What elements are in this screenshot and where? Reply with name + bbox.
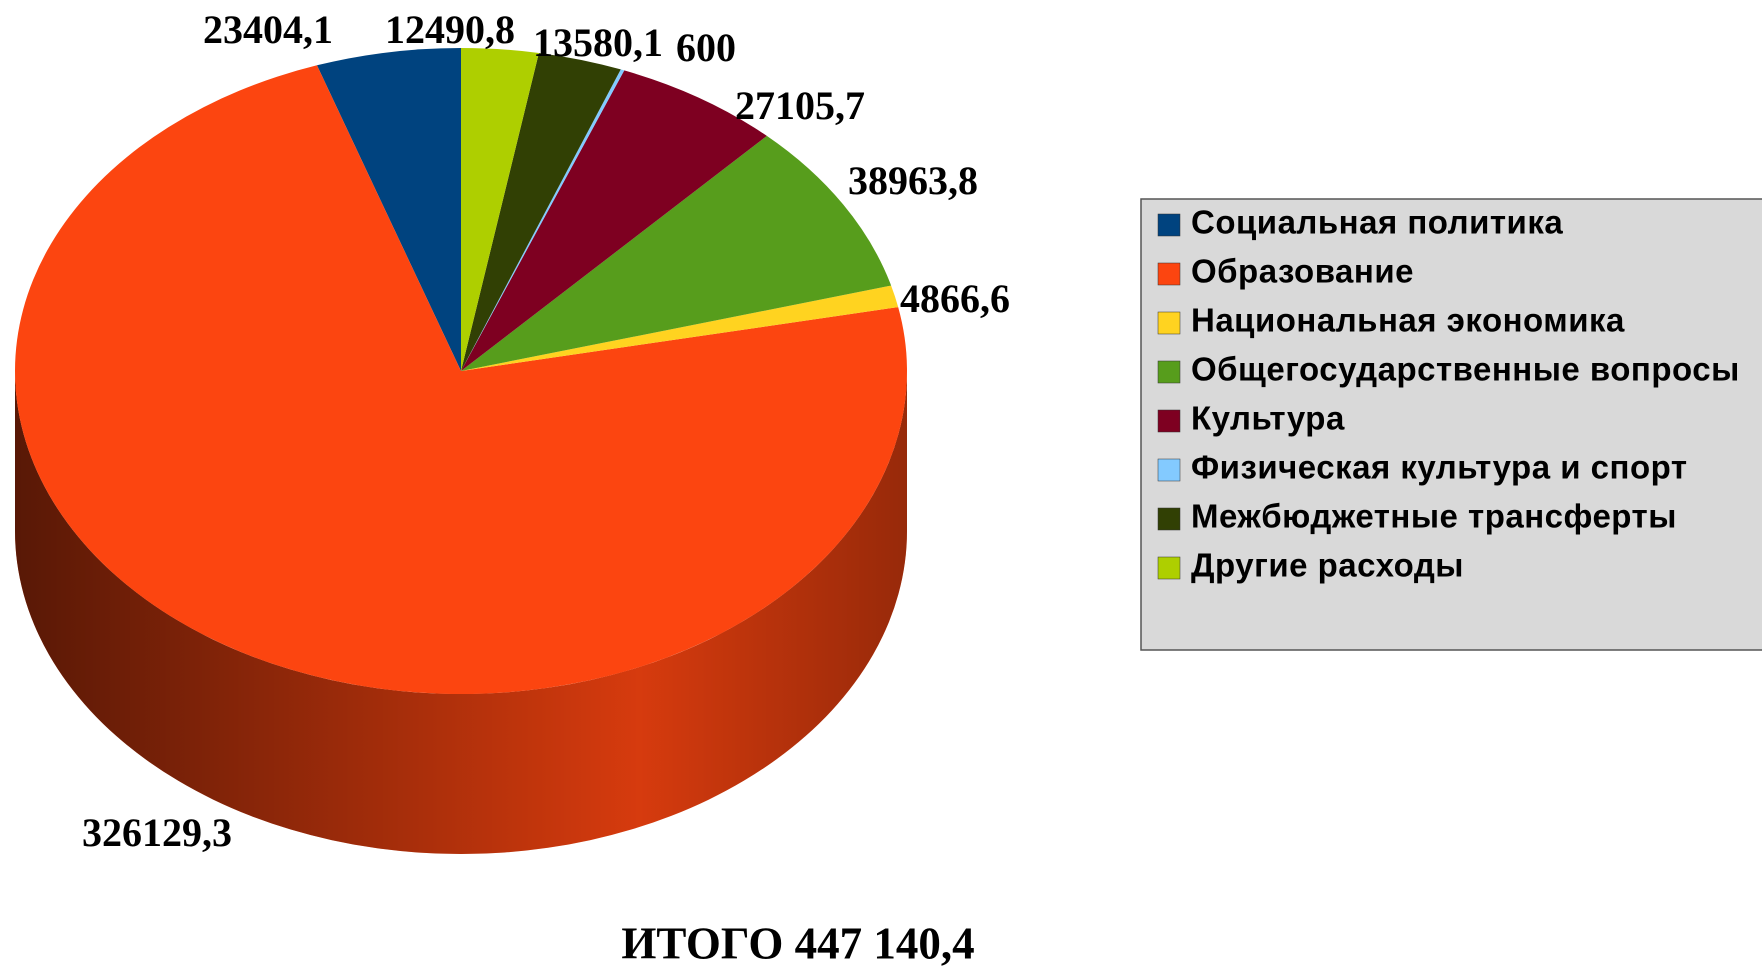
legend: Социальная политика Образование Национальн… <box>1157 204 1740 584</box>
slice <box>461 285 899 371</box>
legend-swatch <box>1157 213 1181 237</box>
legend-swatch <box>1157 360 1181 384</box>
legend-swatch <box>1157 409 1181 433</box>
legend-label: Межбюджетные трансферты <box>1191 498 1677 535</box>
slice <box>461 48 539 371</box>
slice <box>14 65 907 695</box>
value-label: 38963,8 <box>848 158 978 203</box>
legend-label: Культура <box>1191 400 1345 437</box>
legend-label: Другие расходы <box>1191 547 1464 584</box>
total-label: ИТОГО 447 140,4 <box>621 918 974 967</box>
legend-swatch <box>1157 556 1181 580</box>
slice-side-shade <box>15 371 907 854</box>
slice <box>461 135 892 371</box>
value-label: 12490,8 <box>385 7 515 52</box>
legend-swatch <box>1157 311 1181 335</box>
value-label: 600 <box>676 25 736 70</box>
slice <box>461 52 621 371</box>
slice <box>316 48 461 371</box>
legend-label: Образование <box>1191 253 1414 290</box>
legend-swatch <box>1157 262 1181 286</box>
legend-label: Физическая культура и спорт <box>1191 449 1688 486</box>
value-label: 4866,6 <box>900 276 1010 321</box>
pie-top <box>14 48 907 695</box>
legend-swatch <box>1157 507 1181 531</box>
slice <box>461 69 625 371</box>
legend-box <box>1140 198 1762 651</box>
pie-sides <box>15 371 907 854</box>
value-label: 13580,1 <box>533 20 663 65</box>
value-label: 23404,1 <box>203 7 333 52</box>
value-labels: 23404,1 326129,3 4866,6 38963,8 27105,7 600 13… <box>82 7 1010 855</box>
legend-label: Общегосударственные вопросы <box>1191 351 1740 388</box>
legend-label: Национальная экономика <box>1191 302 1625 339</box>
legend-label: Социальная политика <box>1191 204 1563 241</box>
legend-swatch <box>1157 458 1181 482</box>
value-label: 326129,3 <box>82 810 232 855</box>
slice <box>461 70 767 371</box>
value-label: 27105,7 <box>735 83 865 128</box>
